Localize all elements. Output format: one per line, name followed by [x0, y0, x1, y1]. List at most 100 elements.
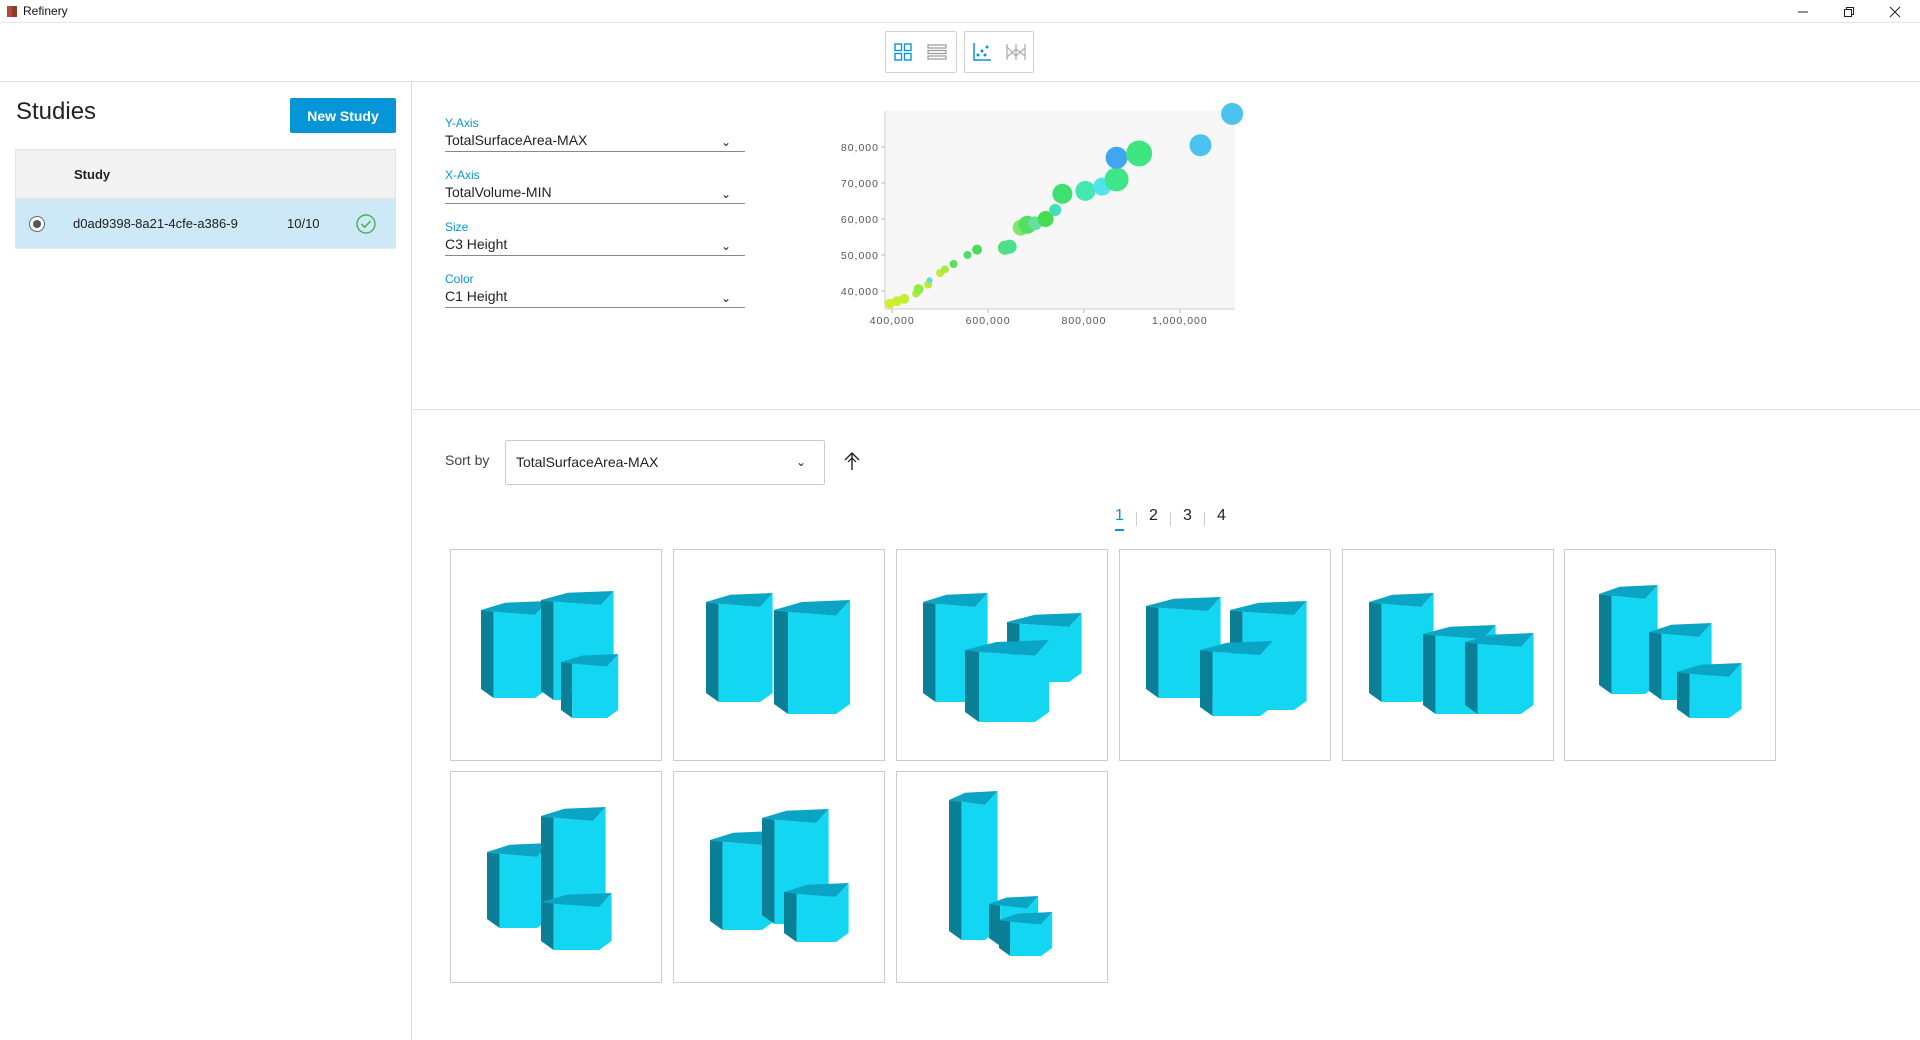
x-axis-field[interactable]: X-Axis TotalVolume-MIN ⌄ — [445, 168, 745, 204]
box-side-face — [599, 893, 612, 950]
design-thumbnail[interactable] — [896, 549, 1108, 761]
box-top-face — [541, 591, 614, 606]
minimize-button[interactable] — [1780, 0, 1826, 23]
page-2-link[interactable]: 2 — [1149, 507, 1158, 524]
box-front-face — [499, 853, 537, 928]
grid-view-button[interactable] — [886, 32, 920, 72]
study-row[interactable]: d0ad9398-8a21-4cfe-a386-9 10/10 — [15, 199, 396, 249]
restore-button[interactable] — [1826, 0, 1872, 23]
window-title: Refinery — [23, 4, 68, 18]
box-front-face — [718, 603, 760, 702]
box-top-face — [989, 896, 1039, 909]
box-shadow-face — [1146, 606, 1159, 698]
scatter-plot-icon — [973, 43, 991, 61]
x-axis-select[interactable]: TotalVolume-MIN ⌄ — [445, 182, 745, 204]
design-thumbnail[interactable] — [673, 549, 885, 761]
close-button[interactable] — [1872, 0, 1918, 23]
data-point[interactable] — [972, 244, 983, 255]
page-3-link[interactable]: 3 — [1183, 507, 1192, 524]
data-point[interactable] — [1105, 146, 1128, 169]
studies-table-header: Study — [15, 149, 396, 199]
design-thumbnail[interactable] — [1564, 549, 1776, 761]
data-point[interactable] — [913, 284, 924, 295]
chevron-down-icon: ⌄ — [720, 135, 731, 149]
box-side-face — [1260, 641, 1273, 716]
chevron-down-icon: ⌄ — [720, 187, 731, 201]
restore-icon — [1844, 6, 1854, 17]
data-point[interactable] — [940, 265, 949, 274]
box-shadow-face — [965, 650, 979, 722]
box-front-face — [553, 817, 593, 916]
box-top-face — [541, 807, 606, 822]
data-point[interactable] — [1052, 183, 1073, 204]
new-study-button[interactable]: New Study — [290, 98, 396, 133]
close-icon — [1889, 6, 1901, 17]
data-point[interactable] — [949, 260, 958, 268]
box-front-face — [1158, 607, 1208, 698]
data-point[interactable] — [926, 277, 933, 284]
box-shadow-face — [561, 662, 573, 718]
box-top-face — [1369, 593, 1434, 608]
box-top-face — [923, 593, 988, 608]
box-shadow-face — [774, 610, 788, 714]
box-shadow-face — [710, 840, 723, 930]
parallel-coordinates-button[interactable] — [999, 32, 1033, 72]
design-thumbnail[interactable] — [450, 549, 662, 761]
data-point[interactable] — [1126, 140, 1153, 167]
minimize-icon — [1798, 11, 1808, 12]
color-field[interactable]: Color C1 Height ⌄ — [445, 272, 745, 308]
size-select[interactable]: C3 Height ⌄ — [445, 234, 745, 256]
scatter-plot-button[interactable] — [965, 32, 999, 72]
page-1-link[interactable]: 1 — [1103, 507, 1136, 531]
data-point[interactable] — [1189, 134, 1212, 157]
chart-panel: Y-Axis TotalSurfaceArea-MAX ⌄ X-Axis Tot… — [413, 82, 1920, 410]
design-thumbnail[interactable] — [450, 771, 662, 983]
data-point[interactable] — [1221, 102, 1244, 125]
studies-sidebar: Studies New Study Study d0ad9398-8a21-4c… — [0, 82, 412, 1040]
box-shadow-face — [1599, 594, 1612, 694]
page-divider — [1136, 512, 1137, 526]
box-side-face — [1035, 640, 1049, 722]
box-front-face — [1212, 651, 1260, 716]
data-point[interactable] — [1049, 204, 1062, 216]
sort-select[interactable]: TotalSurfaceArea-MAX ⌄ — [505, 440, 825, 485]
data-point[interactable] — [899, 293, 910, 304]
data-point[interactable] — [1075, 180, 1096, 201]
color-select[interactable]: C1 Height ⌄ — [445, 286, 745, 308]
box-side-face — [1729, 663, 1742, 718]
box-front-face — [1010, 921, 1041, 956]
study-radio[interactable] — [29, 216, 45, 232]
data-point[interactable] — [1037, 211, 1054, 227]
box-front-face — [1611, 595, 1645, 694]
box-top-face — [1677, 663, 1742, 678]
title-bar: Refinery — [0, 0, 1920, 23]
box-shadow-face — [1677, 672, 1690, 718]
box-front-face — [961, 801, 985, 940]
data-point[interactable] — [1104, 167, 1129, 192]
data-point[interactable] — [963, 251, 972, 259]
sort-direction-button[interactable] — [840, 449, 864, 473]
pagination: 1 2 3 4 — [1103, 507, 1238, 531]
box-top-face — [784, 883, 849, 898]
x-axis-value: TotalVolume-MIN — [445, 184, 552, 200]
design-thumbnail[interactable] — [896, 771, 1108, 983]
page-4-link[interactable]: 4 — [1217, 507, 1226, 524]
app-icon — [7, 6, 17, 17]
box-shadow-face — [1465, 642, 1478, 714]
y-axis-field[interactable]: Y-Axis TotalSurfaceArea-MAX ⌄ — [445, 116, 745, 152]
list-view-icon — [927, 44, 947, 60]
box-side-face — [1521, 633, 1534, 714]
design-thumbnail[interactable] — [1119, 549, 1331, 761]
studies-table: Study d0ad9398-8a21-4cfe-a386-9 10/10 — [15, 149, 396, 249]
study-count: 10/10 — [287, 216, 320, 231]
design-thumbnail[interactable] — [1342, 549, 1554, 761]
box-front-face — [979, 652, 1035, 722]
size-field[interactable]: Size C3 Height ⌄ — [445, 220, 745, 256]
y-axis-select[interactable]: TotalSurfaceArea-MAX ⌄ — [445, 130, 745, 152]
scatter-plot[interactable]: 40,000 50,000 60,000 70,000 80,000 400,000 600… — [793, 102, 1313, 402]
list-view-button[interactable] — [920, 32, 954, 72]
box-shadow-face — [1369, 602, 1382, 702]
check-circle-icon — [356, 214, 376, 234]
design-thumbnail[interactable] — [673, 771, 885, 983]
data-point[interactable] — [1002, 239, 1017, 254]
